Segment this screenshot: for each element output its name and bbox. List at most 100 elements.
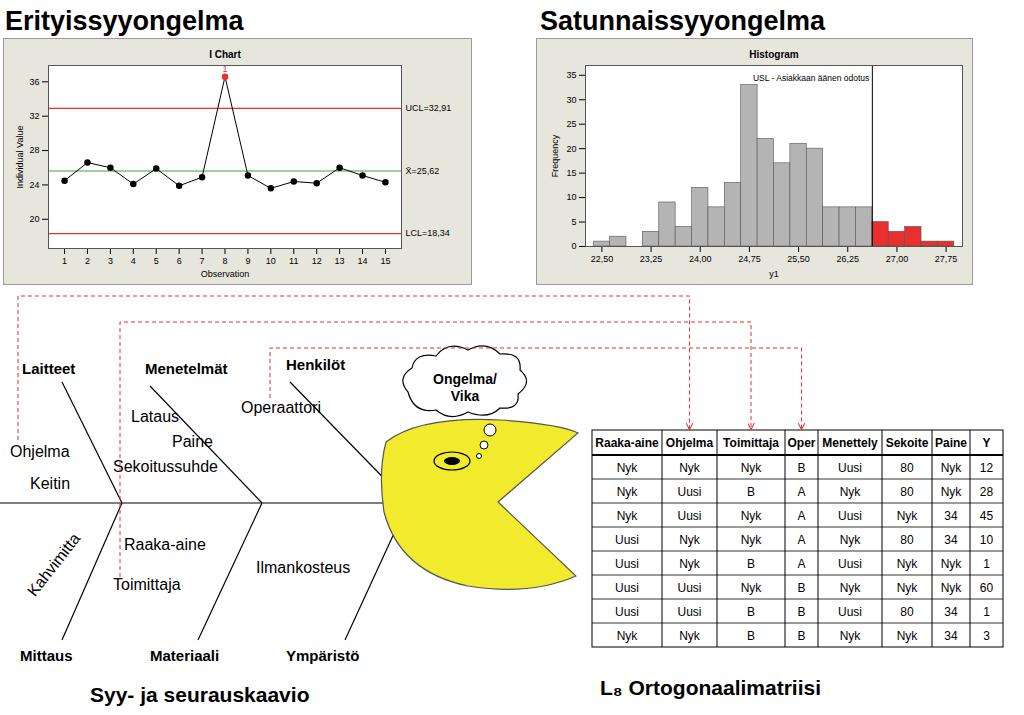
svg-text:B: B [747, 485, 755, 499]
svg-text:0: 0 [571, 241, 576, 251]
svg-text:27,75: 27,75 [935, 254, 958, 264]
svg-text:34: 34 [944, 509, 958, 523]
svg-text:10: 10 [980, 533, 994, 547]
svg-text:25,50: 25,50 [787, 254, 810, 264]
svg-text:Toimittaja: Toimittaja [723, 436, 779, 450]
svg-text:A: A [797, 533, 805, 547]
svg-text:UCL=32,91: UCL=32,91 [406, 103, 452, 113]
svg-text:Paine: Paine [935, 436, 967, 450]
svg-text:Histogram: Histogram [749, 49, 799, 60]
svg-text:Sekoitussuhde: Sekoitussuhde [113, 458, 218, 475]
svg-text:Nyk: Nyk [741, 533, 763, 547]
svg-text:35: 35 [566, 70, 576, 80]
svg-text:A: A [797, 509, 805, 523]
svg-text:34: 34 [944, 533, 958, 547]
svg-text:Individual Value: Individual Value [15, 126, 25, 189]
svg-text:Nyk: Nyk [941, 485, 963, 499]
svg-text:24: 24 [29, 180, 39, 190]
svg-text:15: 15 [566, 168, 576, 178]
svg-text:30: 30 [566, 95, 576, 105]
svg-text:Nyk: Nyk [617, 485, 639, 499]
svg-text:X̄=25,62: X̄=25,62 [406, 166, 440, 176]
svg-text:14: 14 [358, 256, 368, 266]
svg-text:Uusi: Uusi [838, 605, 862, 619]
svg-text:1: 1 [983, 557, 990, 571]
svg-text:B: B [797, 629, 805, 643]
svg-text:Nyk: Nyk [840, 485, 862, 499]
svg-text:Nyk: Nyk [941, 461, 963, 475]
svg-text:Nyk: Nyk [679, 557, 701, 571]
svg-text:LCL=18,34: LCL=18,34 [406, 228, 450, 238]
svg-text:1: 1 [62, 256, 67, 266]
svg-text:Nyk: Nyk [679, 533, 701, 547]
svg-text:Raaka-aine: Raaka-aine [124, 536, 206, 553]
svg-text:B: B [747, 605, 755, 619]
svg-text:25: 25 [566, 119, 576, 129]
svg-text:Nyk: Nyk [941, 557, 963, 571]
svg-text:28: 28 [29, 145, 39, 155]
svg-text:Syy- ja seurauskaavio: Syy- ja seurauskaavio [90, 683, 309, 706]
svg-text:7: 7 [200, 256, 205, 266]
svg-text:Nyk: Nyk [941, 581, 963, 595]
svg-text:26,25: 26,25 [836, 254, 859, 264]
svg-text:15: 15 [380, 256, 390, 266]
svg-text:Y: Y [982, 436, 990, 450]
svg-text:Nyk: Nyk [897, 509, 919, 523]
svg-text:Paine: Paine [172, 433, 213, 450]
svg-text:Kahvimitta: Kahvimitta [24, 530, 83, 599]
svg-text:24,75: 24,75 [738, 254, 761, 264]
svg-text:27,00: 27,00 [886, 254, 909, 264]
svg-text:I Chart: I Chart [209, 49, 241, 60]
svg-text:B: B [747, 557, 755, 571]
svg-text:Laitteet: Laitteet [22, 360, 75, 377]
svg-text:Henkilöt: Henkilöt [286, 356, 345, 373]
svg-text:3: 3 [983, 629, 990, 643]
svg-text:34: 34 [944, 629, 958, 643]
svg-text:Ongelma/: Ongelma/ [433, 371, 497, 387]
svg-text:10: 10 [266, 256, 276, 266]
svg-text:Sekoite: Sekoite [886, 436, 929, 450]
svg-text:20: 20 [29, 214, 39, 224]
svg-text:Frequency: Frequency [550, 134, 560, 177]
svg-text:60: 60 [980, 581, 994, 595]
svg-text:Materiaali: Materiaali [150, 647, 219, 664]
svg-text:80: 80 [900, 485, 914, 499]
svg-text:36: 36 [29, 77, 39, 87]
svg-text:80: 80 [900, 605, 914, 619]
svg-text:23,25: 23,25 [640, 254, 663, 264]
svg-text:28: 28 [980, 485, 994, 499]
svg-text:4: 4 [131, 256, 136, 266]
svg-text:Nyk: Nyk [679, 461, 701, 475]
svg-text:A: A [797, 485, 805, 499]
svg-text:Uusi: Uusi [838, 509, 862, 523]
svg-text:Uusi: Uusi [615, 581, 639, 595]
svg-text:Oper: Oper [787, 436, 815, 450]
svg-text:Satunnaissyyongelma: Satunnaissyyongelma [540, 6, 826, 36]
svg-text:5: 5 [571, 217, 576, 227]
svg-text:Uusi: Uusi [838, 461, 862, 475]
svg-text:5: 5 [154, 256, 159, 266]
svg-text:Raaka-aine: Raaka-aine [595, 436, 659, 450]
svg-text:Nyk: Nyk [840, 629, 862, 643]
svg-text:Nyk: Nyk [897, 581, 919, 595]
svg-text:USL - Asiakkaan äänen odotus: USL - Asiakkaan äänen odotus [753, 73, 869, 83]
svg-text:Erityissyyongelma: Erityissyyongelma [5, 6, 245, 36]
svg-text:22,50: 22,50 [591, 254, 614, 264]
svg-text:Ilmankosteus: Ilmankosteus [256, 559, 350, 576]
svg-text:Uusi: Uusi [838, 557, 862, 571]
svg-text:Nyk: Nyk [897, 629, 919, 643]
svg-text:34: 34 [944, 605, 958, 619]
svg-text:B: B [797, 461, 805, 475]
svg-text:Mittaus: Mittaus [20, 647, 73, 664]
svg-text:2: 2 [85, 256, 90, 266]
svg-text:Uusi: Uusi [677, 509, 701, 523]
svg-text:45: 45 [980, 509, 994, 523]
svg-text:Nyk: Nyk [617, 509, 639, 523]
svg-text:Nyk: Nyk [617, 629, 639, 643]
svg-text:6: 6 [177, 256, 182, 266]
svg-text:Vika: Vika [451, 388, 480, 404]
svg-text:80: 80 [900, 461, 914, 475]
svg-text:20: 20 [566, 144, 576, 154]
svg-text:Uusi: Uusi [615, 533, 639, 547]
svg-text:Ympäristö: Ympäristö [286, 647, 359, 664]
